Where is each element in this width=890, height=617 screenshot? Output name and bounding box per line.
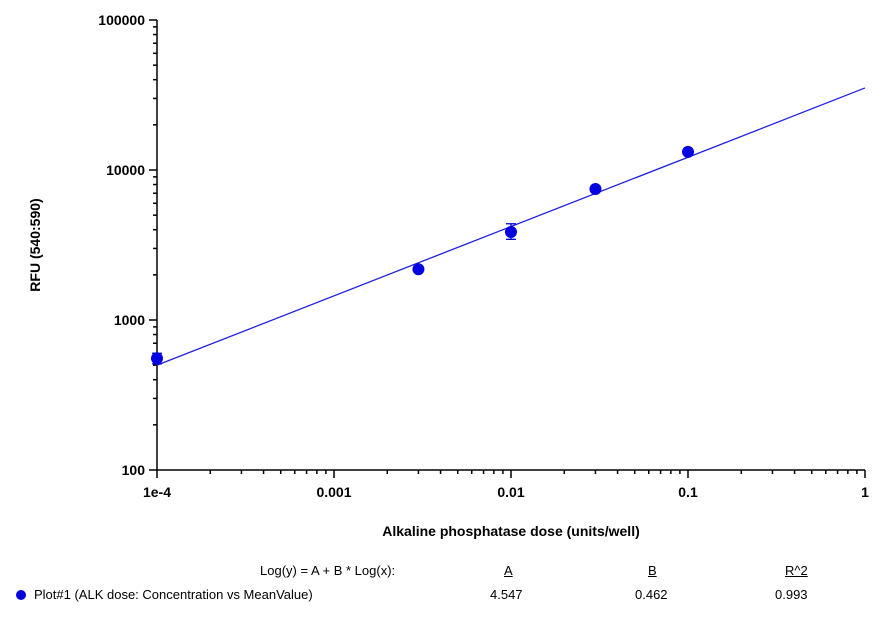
y-tick-label: 1000 [114, 312, 145, 328]
legend-marker-icon [16, 590, 26, 600]
plot-area: 100 1000 10000 100000 1e-4 0.001 0.01 0.1 1 [98, 12, 869, 500]
x-axis-label: Alkaline phosphatase dose (units/well) [382, 523, 640, 539]
x-tick-label: 0.001 [316, 484, 351, 500]
fit-value-r2: 0.993 [775, 587, 808, 602]
fit-header-b: B [648, 563, 657, 578]
y-tick-label: 100000 [98, 12, 145, 28]
y-axis-label: RFU (540:590) [27, 198, 43, 291]
fit-value-b: 0.462 [635, 587, 668, 602]
y-tick-label: 10000 [106, 162, 145, 178]
x-tick-label: 0.01 [497, 484, 524, 500]
data-point [505, 226, 517, 239]
fit-header-r2: R^2 [785, 563, 808, 578]
data-point [589, 183, 602, 196]
fit-equation-label: Log(y) = A + B * Log(x): [260, 563, 396, 578]
data-point [412, 263, 425, 276]
data-point [151, 352, 163, 365]
y-tick-label: 100 [122, 462, 146, 478]
fit-value-a: 4.547 [490, 587, 523, 602]
x-tick-label: 1e-4 [143, 484, 171, 500]
x-tick-label: 1 [861, 484, 869, 500]
fit-header-a: A [504, 563, 513, 578]
legend-series-label[interactable]: Plot#1 (ALK dose: Concentration vs MeanV… [34, 587, 313, 602]
data-point [682, 145, 694, 158]
x-tick-label: 0.1 [678, 484, 698, 500]
